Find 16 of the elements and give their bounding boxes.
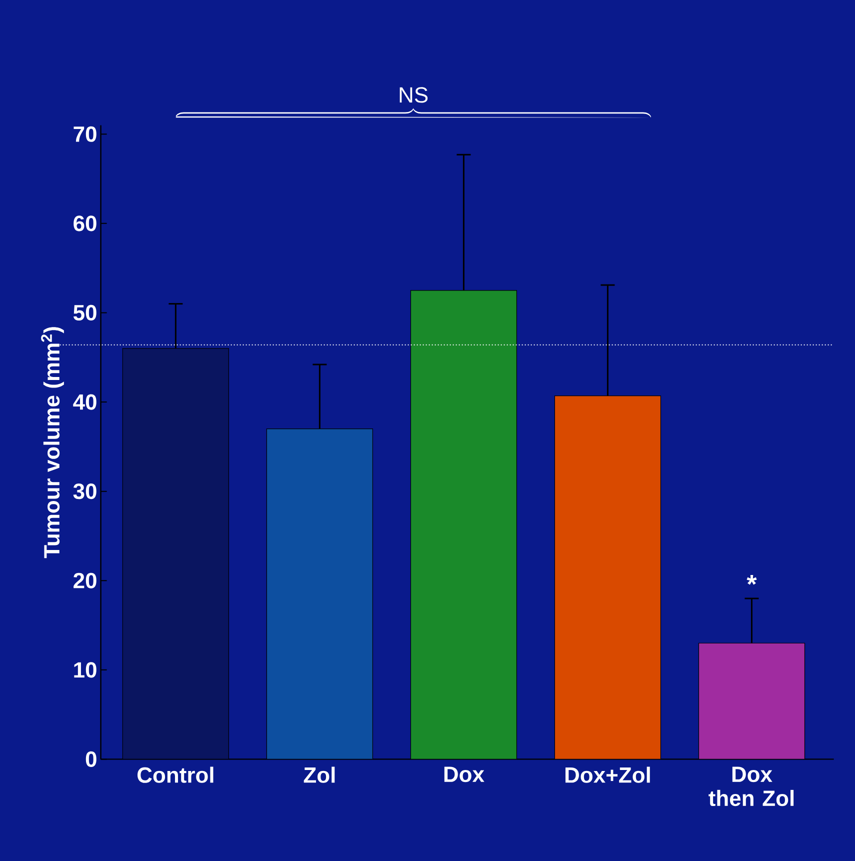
annotation: * xyxy=(746,575,757,585)
y-tick-label: 70 xyxy=(74,126,96,142)
y-tick-label: 10 xyxy=(74,662,96,678)
y-tick-label: 20 xyxy=(74,572,96,588)
y-tick-label: 30 xyxy=(73,484,96,500)
text: NS xyxy=(400,87,428,103)
x-tick-label: Zol xyxy=(304,766,335,783)
y-axis-title: Tumour volume (mm$^{2}$) xyxy=(41,327,64,558)
y-tick-label: 50 xyxy=(73,304,96,321)
x-tick-label: Dox xyxy=(444,766,484,782)
y-tick-label: 0 xyxy=(86,751,96,767)
x-tick-label: Control xyxy=(138,766,214,783)
y-tick-label: 60 xyxy=(74,216,96,232)
x-tick-label: Dox then Zol xyxy=(708,766,794,806)
y-tick-label: 40 xyxy=(73,394,96,410)
x-tick-label: Dox+Zol xyxy=(565,766,650,783)
